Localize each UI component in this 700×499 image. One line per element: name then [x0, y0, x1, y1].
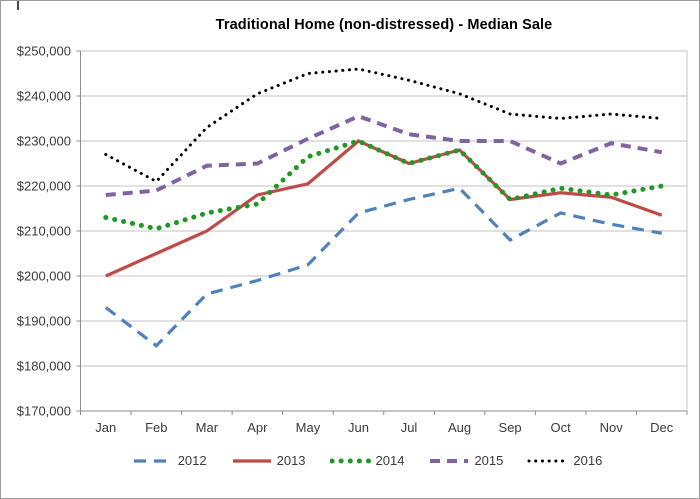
- x-axis-label: Jun: [348, 420, 369, 435]
- y-axis-label: $200,000: [17, 269, 71, 284]
- x-axis-label: Aug: [448, 420, 471, 435]
- y-axis-label: $240,000: [17, 89, 71, 104]
- y-axis-label: $220,000: [17, 179, 71, 194]
- legend-label-2015: 2015: [474, 453, 504, 468]
- x-axis-label: Nov: [600, 420, 624, 435]
- series-line-2013: [105, 139, 663, 278]
- x-axis-label: Apr: [247, 420, 268, 435]
- legend-item-2013: 2013: [231, 453, 306, 468]
- x-axis-label: Oct: [551, 420, 572, 435]
- legend-label-2013: 2013: [276, 453, 306, 468]
- y-axis-label: $210,000: [17, 224, 71, 239]
- legend-line-sample-2014: [329, 458, 372, 463]
- legend-item-2016: 2016: [527, 453, 602, 468]
- legend-label-2016: 2016: [573, 453, 603, 468]
- x-axis-label: May: [296, 420, 321, 435]
- legend-item-2014: 2014: [329, 453, 405, 468]
- legend-line-sample-2015: [430, 458, 469, 463]
- legend-label-2012: 2012: [177, 453, 207, 468]
- legend-line-sample-2012: [133, 458, 172, 463]
- x-axis-label: Mar: [196, 420, 219, 435]
- series-line-2012: [104, 186, 663, 348]
- series-line-2015: [105, 114, 663, 197]
- x-axis-label: Jul: [401, 420, 418, 435]
- legend-line-sample-2016: [527, 459, 569, 462]
- legend-item-2012: 2012: [132, 453, 207, 468]
- legend-item-2015: 2015: [428, 453, 503, 468]
- legend-line-sample-2013: [232, 458, 271, 463]
- chart-legend: 2012 2013 2014 2015 2016: [17, 453, 699, 468]
- y-axis-label: $250,000: [17, 44, 71, 59]
- y-axis-label: $180,000: [17, 359, 71, 374]
- series-line-2014: [103, 138, 665, 232]
- legend-label-2014: 2014: [375, 453, 405, 468]
- x-axis-label: Sep: [499, 420, 522, 435]
- x-axis-label: Dec: [650, 420, 674, 435]
- chart-title: Traditional Home (non-distressed) - Medi…: [215, 17, 553, 33]
- series-line-2016: [104, 67, 664, 184]
- x-axis-label: Feb: [145, 420, 167, 435]
- y-axis-label: $170,000: [17, 404, 71, 419]
- x-axis-label: Jan: [95, 420, 116, 435]
- y-axis-label: $230,000: [17, 134, 71, 149]
- y-axis-label: $190,000: [17, 314, 71, 329]
- spreadsheet-gridline-artifact: [17, 1, 19, 10]
